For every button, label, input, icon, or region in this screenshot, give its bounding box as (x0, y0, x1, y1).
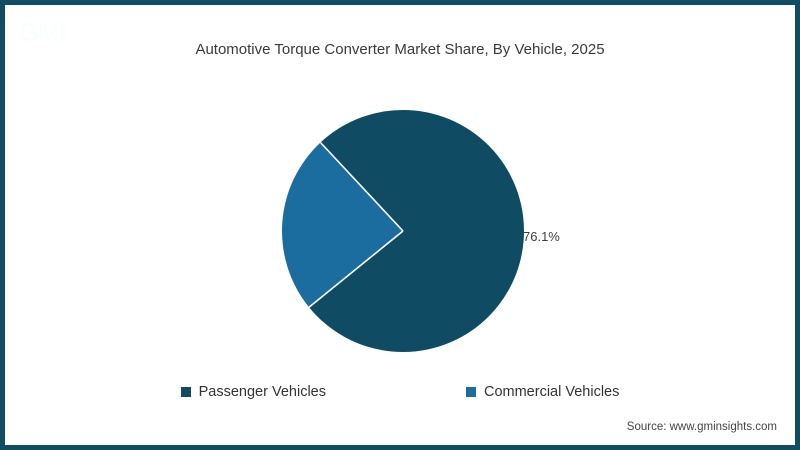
legend-swatch-icon (180, 387, 191, 397)
source-attribution: Source: www.gminsights.com (626, 421, 777, 433)
slice-percentage-label: 76.1% (523, 229, 560, 244)
legend-item-passenger-vehicles[interactable]: Passenger Vehicles (180, 384, 326, 400)
pie-svg (282, 110, 525, 353)
pie-chart (282, 110, 525, 353)
legend-label: Passenger Vehicles (198, 384, 326, 400)
chart-title: Automotive Torque Converter Market Share… (195, 41, 605, 58)
pie-slice[interactable] (282, 142, 403, 308)
chart-legend: Passenger Vehicles Commercial Vehicles (5, 384, 795, 400)
pie-slice-separator (319, 141, 404, 232)
pie-slice-separator (308, 230, 404, 308)
legend-label: Commercial Vehicles (483, 384, 620, 400)
legend-swatch-icon (465, 387, 476, 397)
pie-slice[interactable] (309, 110, 525, 353)
legend-item-commercial-vehicles[interactable]: Commercial Vehicles (465, 384, 620, 400)
